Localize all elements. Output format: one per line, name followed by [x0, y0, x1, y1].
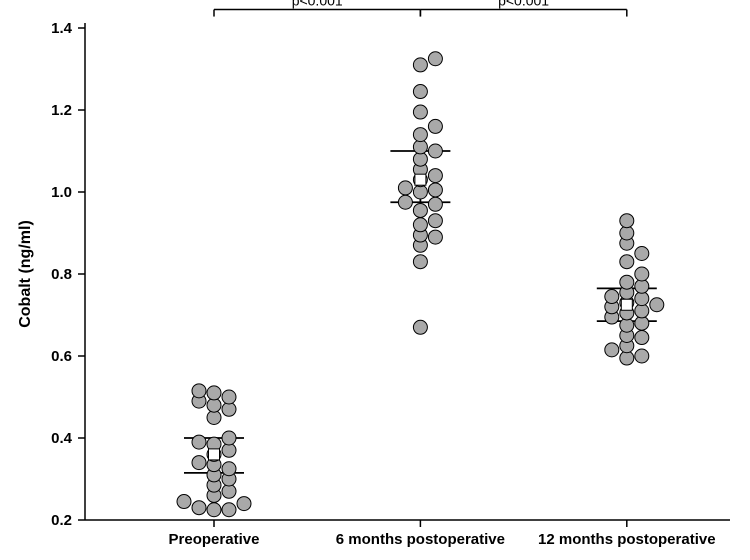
mean-marker: [209, 449, 220, 460]
data-point: [428, 119, 442, 133]
x-category-label: 12 months postoperative: [538, 531, 716, 548]
y-axis-label: Cobalt (ng/ml): [17, 220, 34, 328]
data-point: [398, 195, 412, 209]
data-point: [413, 58, 427, 72]
data-point: [222, 390, 236, 404]
data-point: [192, 435, 206, 449]
x-category-label: Preoperative: [169, 531, 260, 548]
y-tick-label: 0.2: [51, 512, 72, 529]
data-point: [413, 255, 427, 269]
data-point: [635, 267, 649, 281]
data-point: [398, 181, 412, 195]
data-point: [428, 197, 442, 211]
data-point: [428, 230, 442, 244]
data-point: [413, 128, 427, 142]
data-point: [192, 501, 206, 515]
x-category-label: 6 months postoperative: [336, 531, 505, 548]
data-point: [605, 290, 619, 304]
data-point: [207, 386, 221, 400]
data-point: [620, 214, 634, 228]
data-point: [635, 247, 649, 261]
y-tick-label: 1.2: [51, 102, 72, 119]
data-point: [605, 343, 619, 357]
data-point: [428, 52, 442, 66]
scatter-plot: 0.2 0.4 0.6 0.8 1.0 1.2 1.4 Cobalt (ng/ml) Preop…: [0, 0, 750, 560]
data-point: [222, 431, 236, 445]
data-point: [413, 203, 427, 217]
mean-marker: [415, 174, 426, 185]
y-tick-label: 1.0: [51, 184, 72, 201]
data-point: [237, 497, 251, 511]
data-point: [428, 214, 442, 228]
data-point: [428, 169, 442, 183]
data-point: [413, 320, 427, 334]
data-point: [222, 462, 236, 476]
data-point: [413, 218, 427, 232]
mean-marker: [621, 299, 632, 310]
data-point: [192, 384, 206, 398]
y-tick-label: 0.6: [51, 348, 72, 365]
data-point: [428, 144, 442, 158]
y-tick-label: 0.4: [51, 430, 73, 447]
sig-label: p<0.001: [292, 0, 343, 9]
data-point: [207, 503, 221, 517]
data-point: [428, 183, 442, 197]
y-tick-label: 0.8: [51, 266, 72, 283]
data-point: [413, 105, 427, 119]
data-point: [620, 255, 634, 269]
sig-label: p<0.001: [498, 0, 549, 9]
data-point: [192, 456, 206, 470]
data-point: [635, 349, 649, 363]
data-point: [620, 275, 634, 289]
data-point: [222, 503, 236, 517]
data-point: [413, 85, 427, 99]
data-point: [635, 331, 649, 345]
data-point: [177, 495, 191, 509]
y-tick-label: 1.4: [51, 20, 73, 37]
chart-container: 0.2 0.4 0.6 0.8 1.0 1.2 1.4 Cobalt (ng/ml) Preop…: [0, 0, 750, 560]
data-point: [650, 298, 664, 312]
